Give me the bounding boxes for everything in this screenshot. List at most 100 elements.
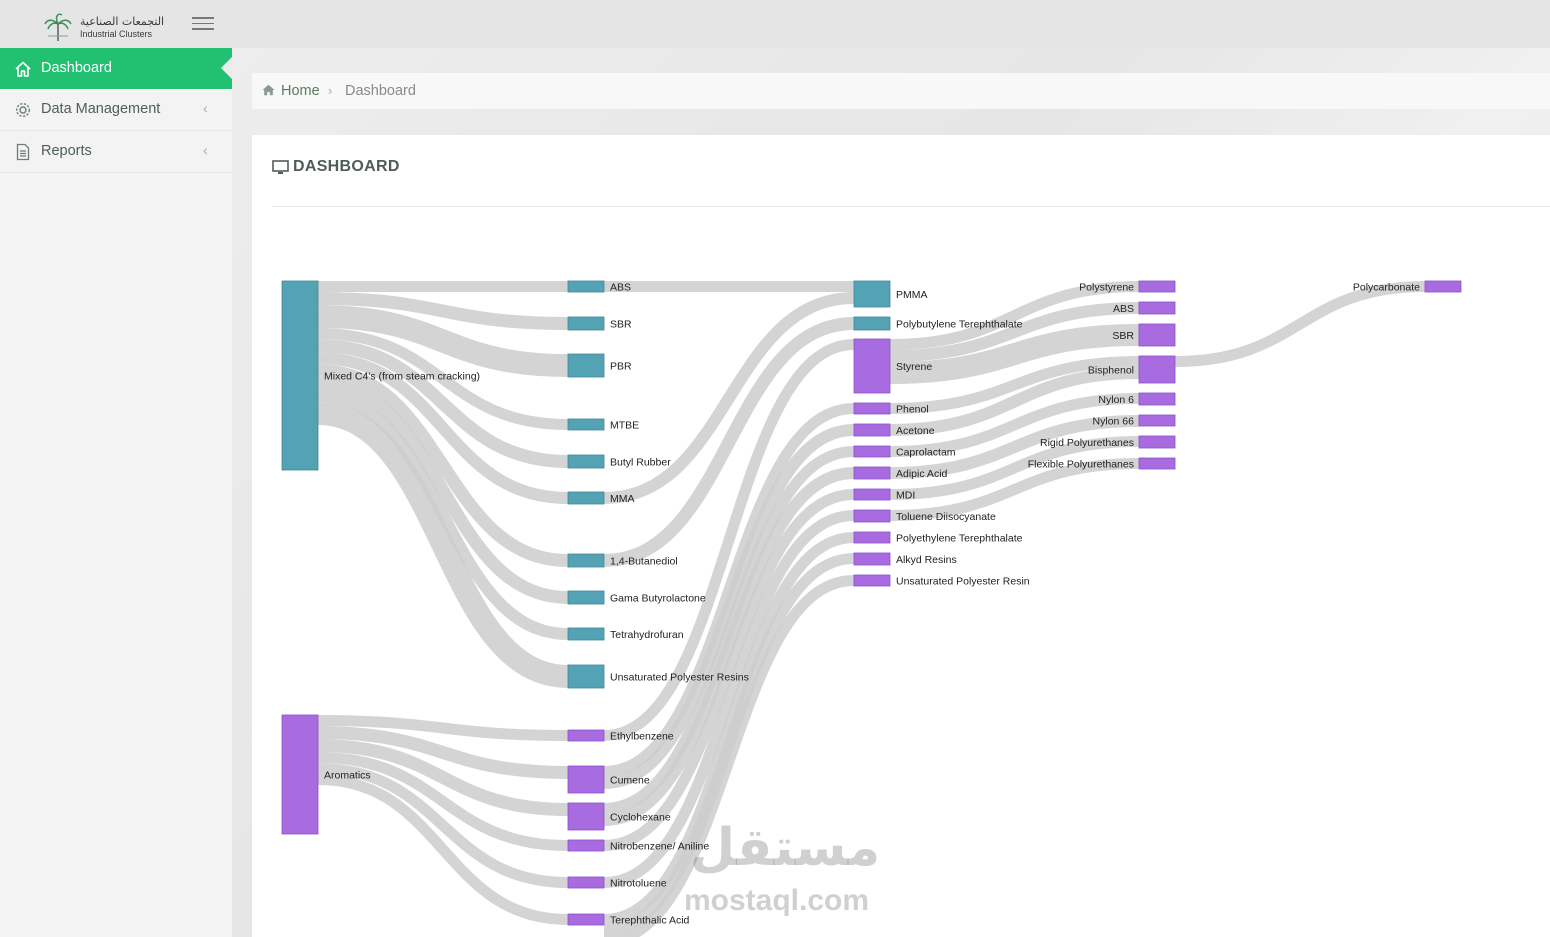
sankey-node-polycarbonate[interactable] [1424,280,1462,293]
sankey-link-mixed-butyl[interactable] [317,339,569,468]
sankey-links [317,281,1426,937]
sankey-node-mtbe[interactable] [567,418,605,431]
sankey-labels: Mixed C4's (from steam cracking) Aromatic… [324,282,1420,927]
sidebar-item-label: Dashboard [41,60,112,76]
sankey-link-cumene-acetone[interactable] [603,424,855,789]
sankey-node-mdi[interactable] [853,488,891,501]
sankey-link-mixed-thf[interactable] [317,390,569,640]
sankey-link-styrene-sbr2[interactable] [889,324,1140,384]
sankey-node-polyethylene-terephthalate[interactable] [853,531,891,544]
home-icon [15,61,31,77]
sankey-node-mixed-c4-s-from-steam-cracking[interactable] [281,280,319,471]
sankey-link-arom-pta[interactable] [317,774,569,925]
sankey-node-rigid-polyurethanes[interactable] [1138,435,1176,449]
sankey-link-mixed-mma[interactable] [317,352,569,504]
sankey-node-butyl-rubber[interactable] [567,454,605,469]
sankey-link-mixed-mtbe[interactable] [317,328,569,430]
sankey-node-sbr[interactable] [567,316,605,331]
chevron-left-icon: ‹ [203,142,208,158]
sankey-node-pbr[interactable] [567,353,605,378]
sankey-node-terephthalic-acid[interactable] [567,913,605,926]
sankey-node-aromatics[interactable] [281,714,319,835]
sankey-link-mixed-gbl[interactable] [317,377,569,604]
sankey-link-nt-tdi[interactable] [603,510,855,888]
monitor-icon [272,160,289,174]
sidebar-item-data-management[interactable]: Data Management ‹ [0,89,232,131]
sankey-link-nb-mdi[interactable] [603,489,855,851]
sankey-link-mixed-sbr1[interactable] [317,292,569,330]
sankey-node-label: Rigid Polyurethanes [1040,437,1134,449]
sankey-node-mma[interactable] [567,491,605,505]
top-bar: التجمعات الصناعية Industrial Clusters [0,0,1550,48]
sankey-node-ethylbenzene[interactable] [567,729,605,742]
sankey-node-sbr[interactable] [1138,323,1176,347]
sankey-link-eb-styrene[interactable] [603,339,855,741]
sankey-node-styrene[interactable] [853,338,891,394]
sankey-link-arom-nt[interactable] [317,763,569,888]
sankey-link-mixed-pbr[interactable] [317,305,569,377]
sankey-diagram: Mixed C4's (from steam cracking) Aromatic… [281,280,1462,937]
sankey-link-styrene-ps[interactable] [889,281,1140,350]
sankey-node-label: Polybutylene Terephthalate [896,319,1023,331]
sankey-node-polystyrene[interactable] [1138,280,1176,293]
sankey-link-arom-nb[interactable] [317,752,569,851]
sankey-link-bisphenol-pc[interactable] [1174,281,1426,367]
menu-toggle-icon[interactable] [192,14,214,32]
sankey-node-polybutylene-terephthalate[interactable] [853,316,891,331]
sankey-link-mixed-bdo[interactable] [317,364,569,567]
sankey-node-toluene-diisocyanate[interactable] [853,509,891,523]
sankey-node-label: Styrene [896,361,932,373]
sankey-node-cyclohexane[interactable] [567,802,605,831]
sankey-node-label: Aromatics [324,770,371,782]
brand-logo[interactable]: التجمعات الصناعية Industrial Clusters [44,12,174,44]
sankey-node-label: MTBE [610,420,639,432]
sankey-node-nitrotoluene[interactable] [567,876,605,889]
sankey-link-mixed-upr[interactable] [317,402,569,688]
sankey-link-styrene-abs2[interactable] [889,302,1140,362]
sankey-node-label: Mixed C4's (from steam cracking) [324,371,480,383]
sankey-link-arom-chx[interactable] [317,739,569,816]
sankey-node-cumene[interactable] [567,765,605,794]
sankey-node-gama-butyrolactone[interactable] [567,590,605,605]
sankey-node-unsaturated-polyester-resin[interactable] [853,574,891,587]
sankey-node-phenol[interactable] [853,402,891,415]
sankey-link-chx-adipic[interactable] [603,467,855,826]
sankey-node-flexible-polyurethanes[interactable] [1138,457,1176,470]
brand-arabic: التجمعات الصناعية [80,15,165,28]
sankey-link-bdo-pbt[interactable] [603,317,855,567]
sidebar-item-reports[interactable]: Reports ‹ [0,131,232,173]
sankey-link-tdi-fpu[interactable] [889,458,1140,521]
sankey-link-arom-cumene[interactable] [317,726,569,779]
sankey-node-label: Flexible Polyurethanes [1028,459,1134,471]
sankey-node-label: Unsaturated Polyester Resins [610,672,749,684]
sankey-link-arom-eb[interactable] [317,715,569,741]
sankey-node-adipic-acid[interactable] [853,466,891,480]
home-icon [262,84,275,96]
breadcrumb-home-link[interactable]: Home [281,83,320,99]
brand-english: Industrial Clusters [80,29,153,39]
sankey-node-acetone[interactable] [853,423,891,437]
sankey-link-phenol-bisphenol[interactable] [889,356,1140,414]
sankey-node-label: Toluene Diisocyanate [896,511,996,523]
sankey-link-mdi-rpu[interactable] [889,436,1140,500]
sankey-node-nylon-6[interactable] [1138,392,1176,406]
sankey-node-bisphenol[interactable] [1138,355,1176,384]
sankey-node-abs[interactable] [1138,301,1176,315]
sankey-node-tetrahydrofuran[interactable] [567,627,605,641]
sankey-node-unsaturated-polyester-resins[interactable] [567,664,605,689]
sankey-node-abs[interactable] [567,280,605,293]
sankey-node-1-4-butanediol[interactable] [567,553,605,568]
sankey-node-nylon-66[interactable] [1138,414,1176,427]
sankey-node-pmma[interactable] [853,280,891,308]
sankey-node-nitrobenzene-aniline[interactable] [567,839,605,852]
sankey-link-mma-pmma[interactable] [603,292,855,504]
watermark-arabic: مستقل [690,818,881,878]
sankey-link-acetone-bisphenol[interactable] [889,367,1140,436]
sankey-node-caprolactam[interactable] [853,445,891,458]
sankey-link-capro-ny6[interactable] [889,393,1140,457]
sankey-link-pta-upres[interactable] [603,575,855,937]
sidebar-item-dashboard[interactable]: Dashboard [0,48,232,89]
sidebar: Dashboard Data Management ‹ Reports ‹ [0,48,232,937]
sankey-link-adipic-ny66[interactable] [889,415,1140,479]
sankey-node-alkyd-resins[interactable] [853,552,891,566]
